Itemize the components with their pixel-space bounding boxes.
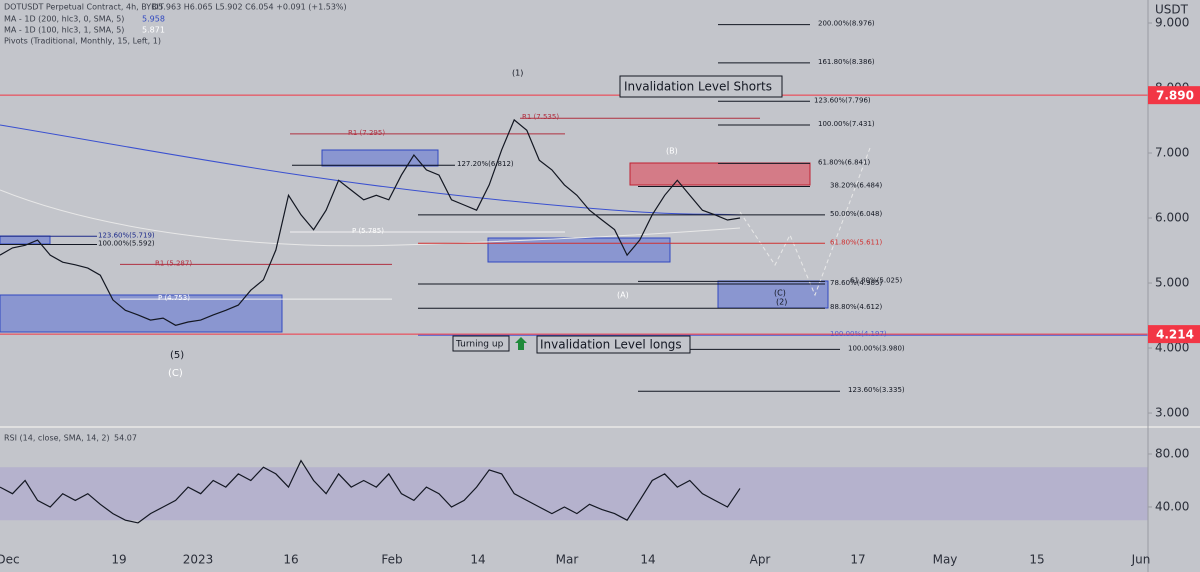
y-tick-label: 9.000 [1155, 16, 1189, 30]
zone [629, 162, 811, 186]
wave-label: (C) [168, 368, 183, 379]
x-tick-label: 2023 [183, 553, 214, 567]
x-tick-label: Jun [1131, 553, 1151, 567]
symbol: DOTUSDT Perpetual Contract, 4h, BYBIT [4, 3, 164, 12]
x-tick-label: May [933, 553, 958, 567]
level-label: 123.60%(5.719) [98, 231, 155, 239]
levels: 200.00%(8.976) 161.80%(8.386) 123.60%(7.79… [0, 20, 1148, 394]
price-tag-label: 7.890 [1156, 89, 1194, 103]
y-tick-label: 3.000 [1155, 406, 1189, 420]
y-tick-label: 80.00 [1155, 446, 1189, 460]
level-label: R1 (5.287) [155, 259, 192, 267]
indicator: MA - 1D (200, hlc3, 0, SMA, 5) [4, 15, 124, 24]
price-tag [1148, 325, 1200, 344]
level-label: 123.60%(7.796) [814, 96, 871, 104]
y-tick-label: 5.000 [1155, 276, 1189, 290]
x-tick-label: 14 [640, 553, 655, 567]
level-label: 200.00%(8.976) [818, 20, 875, 28]
indicator-value: 5.871 [142, 26, 165, 35]
zone [717, 280, 829, 309]
wave-label: (2) [776, 298, 787, 307]
level-label: R1 (7.535) [522, 113, 559, 121]
level-label: 50.00%(6.048) [830, 210, 882, 218]
wave-label: (1) [512, 69, 523, 78]
arrow-icon [515, 337, 527, 350]
x-tick-label: 17 [850, 553, 865, 567]
x-tick-label: 15 [1029, 553, 1044, 567]
level-label: P (5.785) [352, 227, 384, 235]
moving-average [0, 189, 741, 247]
level-label: 161.80%(8.386) [818, 58, 875, 66]
price-line [0, 118, 741, 326]
level-label: 61.80%(6.841) [818, 158, 870, 166]
level-label: 38.20%(6.484) [830, 182, 882, 190]
moving-average [0, 124, 741, 216]
level-label: 100.00%(5.592) [98, 240, 155, 248]
currency: USDT [1155, 3, 1189, 17]
level-label: P (4.753) [158, 294, 190, 302]
x-tick-label: Apr [750, 553, 771, 567]
zone [0, 294, 283, 333]
pane-value: 54.07 [114, 434, 137, 443]
annotation-box [536, 335, 691, 354]
pane-title: RSI (14, close, SMA, 14, 2) [4, 434, 110, 443]
level-label: 61.80%(5.611) [830, 238, 882, 246]
annotation: Invalidation Level longs [540, 338, 682, 352]
wave-label: (B) [666, 147, 678, 156]
wave-label: (C) [774, 289, 786, 298]
price-line [0, 459, 741, 524]
indicator: Pivots (Traditional, Monthly, 15, Left, … [4, 37, 161, 46]
x-tick-label: 19 [111, 553, 126, 567]
x-tick-label: Mar [556, 553, 579, 567]
annotation-box [619, 75, 783, 98]
level-label: 123.60%(3.335) [848, 386, 905, 394]
x-tick-label: 16 [283, 553, 298, 567]
level-label: 100.00%(3.980) [848, 344, 905, 352]
y-tick-label: 6.000 [1155, 211, 1189, 225]
indicator: MA - 1D (100, hlc3, 1, SMA, 5) [4, 26, 124, 35]
y-tick-label: 4.000 [1155, 341, 1189, 355]
price-tag-label: 4.214 [1156, 328, 1194, 342]
axes: 9.0008.0007.0006.0005.0004.0003.0007.890… [0, 16, 1200, 567]
level-label: 100.00%(7.431) [818, 120, 875, 128]
price-tag [1148, 86, 1200, 105]
x-tick-label: Feb [381, 553, 402, 567]
zone [487, 237, 671, 263]
indicator-value: 5.958 [142, 15, 165, 24]
level-label: 127.20%(6.812) [457, 160, 514, 168]
annotation: Turning up [455, 340, 504, 350]
level-label: R1 (7.295) [348, 129, 385, 137]
wave-label: (5) [170, 350, 184, 361]
level-label: 78.60%(4.985) [830, 279, 882, 287]
projection [739, 147, 871, 297]
level-label: 61.80%(5.025) [850, 276, 902, 284]
zone [0, 235, 51, 245]
annotation-box [452, 335, 510, 352]
plot: RSI (14, close, SMA, 14, 2) 54.07 [0, 118, 1148, 524]
wave-label: (A) [617, 291, 629, 300]
y-tick-label: 40.00 [1155, 499, 1189, 513]
ohlc: O5.963 H6.065 L5.902 C6.054 +0.091 (+1.5… [152, 3, 347, 12]
y-tick-label: 7.000 [1155, 146, 1189, 160]
x-tick-label: Dec [0, 553, 20, 567]
annotation: Invalidation Level Shorts [624, 80, 772, 94]
x-tick-label: 14 [470, 553, 485, 567]
level-label: 88.80%(4.612) [830, 303, 882, 311]
